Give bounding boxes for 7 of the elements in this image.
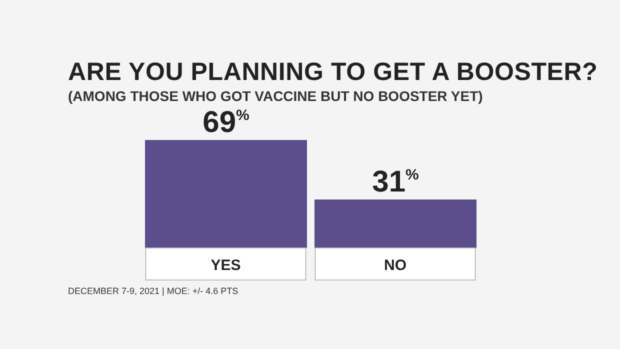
chart-title: ARE YOU PLANNING TO GET A BOOSTER? <box>68 58 598 87</box>
text: DECEMBER 7-9, 2021 | MOE: +/- 4.6 PTS <box>68 286 238 296</box>
x-tick-label: YES <box>210 257 241 274</box>
data-label: 31$^{%}$ <box>372 165 419 198</box>
chart-subtitle: (AMONG THOSE WHO GOT VACCINE BUT NO BOOSTER YET) <box>68 88 483 104</box>
x-tick-label: NO <box>384 257 407 274</box>
data-label: 69$^{%}$ <box>202 106 250 139</box>
